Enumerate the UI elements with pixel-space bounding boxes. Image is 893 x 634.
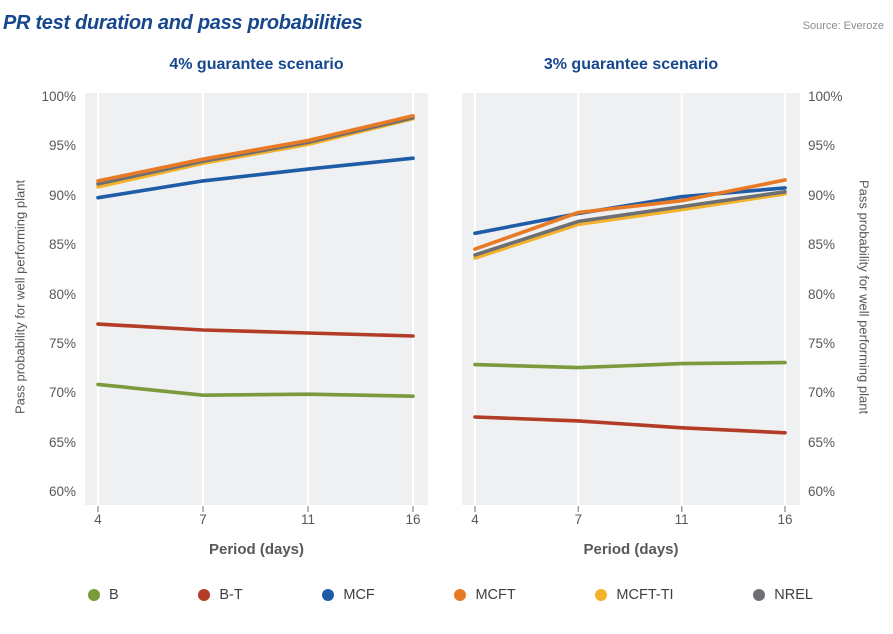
y-tick-label: 60% <box>48 484 76 499</box>
y-tick-label: 70% <box>48 385 76 401</box>
y-tick-label: 65% <box>48 434 76 450</box>
legend-item-b: B <box>88 587 119 603</box>
y-axis-ticks-right: 100% 95% 90% 85% 80% 75% 70% 65% 60% <box>806 89 852 505</box>
legend-item-bt: B-T <box>198 587 243 603</box>
x-tick-label: 16 <box>405 512 421 527</box>
figure-title: PR test duration and pass probabilities <box>3 12 363 34</box>
legend-dot-nrel <box>753 589 766 601</box>
y-tick-label: 75% <box>48 335 76 351</box>
y-tick-label: 70% <box>808 385 836 401</box>
x-tick-label: 4 <box>471 512 479 527</box>
y-tick-label: 80% <box>808 286 836 302</box>
legend-label-mcft: MCFT <box>475 587 516 603</box>
legend-dot-mcf <box>322 589 335 601</box>
y-tick-label: 65% <box>808 434 836 450</box>
legend-item-mcft: MCFT <box>454 587 516 603</box>
y-tick-label: 100% <box>808 89 843 104</box>
x-tick-label: 11 <box>300 512 316 527</box>
legend-dot-b <box>88 589 100 601</box>
y-axis-ticks-left: 100% 95% 90% 85% 80% 75% 70% 65% 60% <box>32 89 78 505</box>
legend-label-b: B <box>109 587 119 603</box>
left-panel-title: 4% guarantee scenario <box>169 56 344 73</box>
x-axis-title-left: Period (days) <box>208 541 305 558</box>
legend-dot-mcft-ti <box>595 589 608 601</box>
legend-item-nrel: NREL <box>753 587 813 603</box>
right-panel-title: 3% guarantee scenario <box>543 56 719 73</box>
legend-label-mcft-ti: MCFT-TI <box>616 587 674 603</box>
y-tick-label: 100% <box>41 89 76 104</box>
y-tick-label: 85% <box>808 237 836 253</box>
legend-dot-mcft <box>454 589 467 601</box>
y-tick-label: 95% <box>48 138 76 154</box>
x-axis-ticks-left: 4 7 11 16 <box>85 512 428 530</box>
legend-item-mcf: MCF <box>322 587 375 603</box>
line-chart-3pct <box>462 93 800 512</box>
source-credit: Source: Everoze <box>802 20 884 32</box>
legend-item-mcft-ti: MCFT-TI <box>595 587 674 603</box>
x-axis-ticks-right: 4 7 11 16 <box>462 512 800 530</box>
y-axis-label-left: Pass probability for well performing pla… <box>12 179 28 415</box>
x-tick-label: 16 <box>777 512 793 527</box>
y-tick-label: 75% <box>808 335 836 351</box>
legend: B B-T MCF MCFT MCFT-TI NREL <box>88 584 813 606</box>
y-tick-label: 80% <box>48 286 76 302</box>
y-tick-label: 60% <box>808 484 836 499</box>
y-axis-label-right: Pass probability for well performing pla… <box>856 179 872 415</box>
x-tick-label: 7 <box>199 512 207 527</box>
y-tick-label: 90% <box>808 187 836 203</box>
y-tick-label: 90% <box>48 187 76 203</box>
legend-label-bt: B-T <box>219 587 243 603</box>
x-axis-title-right: Period (days) <box>583 541 679 558</box>
line-chart-4pct <box>85 93 428 512</box>
legend-dot-bt <box>198 589 211 601</box>
legend-label-nrel: NREL <box>774 587 813 603</box>
x-tick-label: 11 <box>674 512 689 527</box>
y-tick-label: 95% <box>808 138 836 154</box>
y-tick-label: 85% <box>48 237 76 253</box>
legend-label-mcf: MCF <box>343 587 375 603</box>
x-tick-label: 7 <box>574 512 583 527</box>
x-tick-label: 4 <box>94 512 102 527</box>
